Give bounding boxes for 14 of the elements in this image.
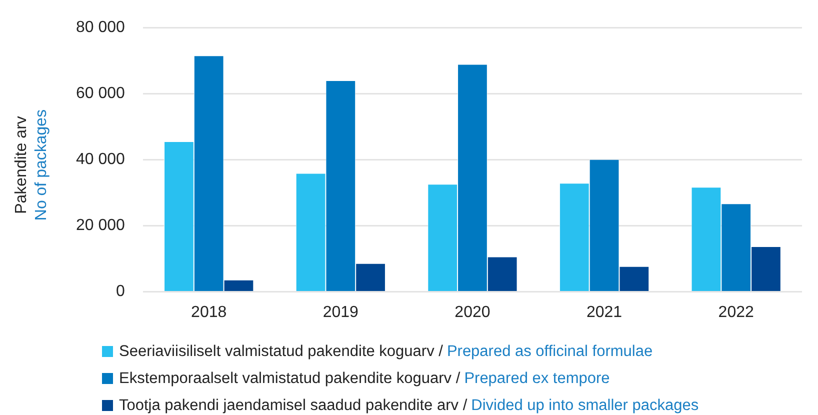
y-tick-label: 40 000 [76,151,126,168]
x-tick-label: 2022 [718,304,754,321]
x-tick-label: 2018 [191,304,227,321]
x-tick-label: 2019 [322,304,359,321]
legend-label: Seeriaviisiliselt valmistatud pakendite koguarv / Prepared as officinal formulae [119,342,653,362]
legend-label: Tootja pakendi jaendamisel saadud pakendite arv / Divided up into smaller packages [119,396,699,415]
x-tick-label: 2020 [454,304,490,321]
y-tick-label: 0 [116,283,126,300]
y-axis-title: Pakendite arv No of packages [12,109,51,221]
y-tick-label: 20 000 [76,217,126,234]
legend-label: Ekstemporaalselt valmistatud pakendite koguarv / Prepared ex tempore [119,369,610,389]
y-tick-label: 60 000 [76,85,126,102]
x-tick-label: 2021 [586,304,622,321]
y-tick-label: 80 000 [76,19,126,36]
